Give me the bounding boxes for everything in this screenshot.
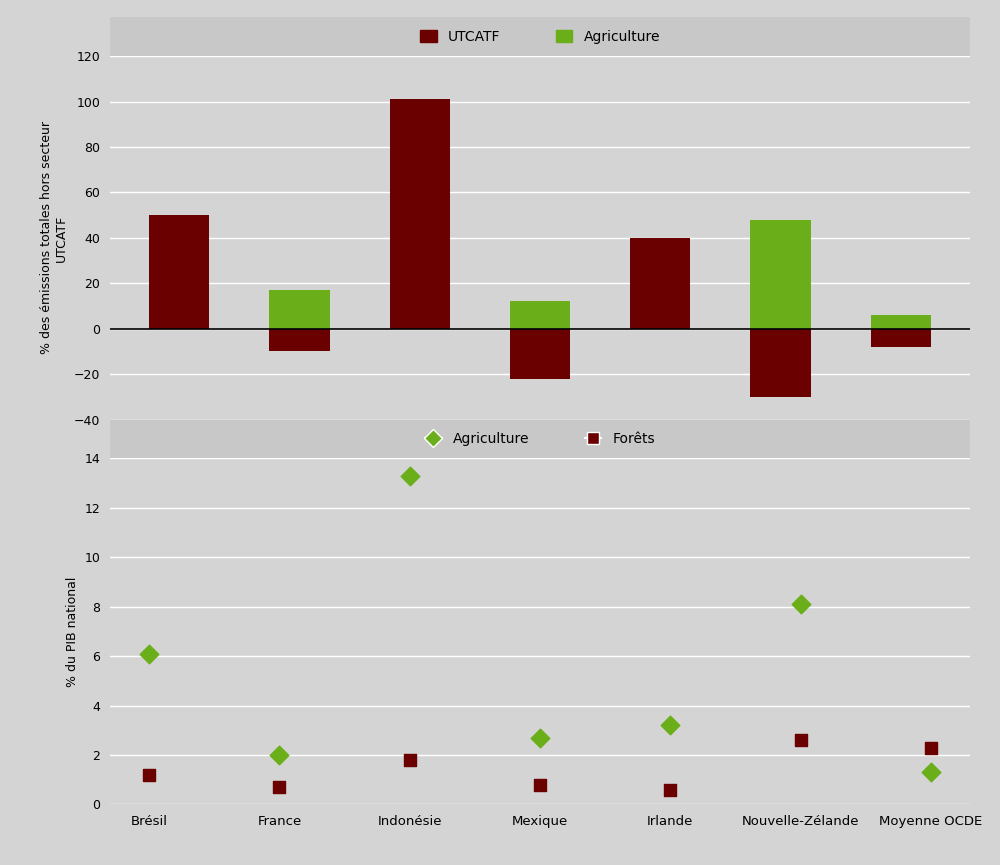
- Legend: UTCATF, Agriculture: UTCATF, Agriculture: [416, 26, 664, 48]
- Bar: [269, 290, 330, 329]
- Bar: [149, 256, 209, 329]
- Legend: Agriculture, Forêts: Agriculture, Forêts: [421, 428, 659, 450]
- Point: [532, 731, 548, 745]
- Point: [793, 598, 809, 612]
- Point: [923, 740, 939, 754]
- Point: [271, 748, 287, 762]
- Bar: [630, 238, 690, 329]
- Point: [923, 766, 939, 779]
- Point: [141, 768, 157, 782]
- Bar: [630, 259, 690, 329]
- Bar: [510, 329, 570, 379]
- Bar: [510, 301, 570, 329]
- Y-axis label: % du PIB national: % du PIB national: [66, 576, 79, 687]
- Point: [793, 734, 809, 747]
- Bar: [149, 215, 209, 329]
- Point: [141, 647, 157, 661]
- Bar: [269, 329, 330, 351]
- Bar: [750, 329, 811, 397]
- Point: [271, 780, 287, 794]
- Point: [532, 778, 548, 791]
- Bar: [871, 329, 931, 347]
- Point: [402, 753, 418, 767]
- Bar: [390, 301, 450, 329]
- Bar: [390, 99, 450, 329]
- Point: [662, 719, 678, 733]
- Point: [662, 783, 678, 797]
- Y-axis label: % des émissions totales hors secteur
UTCATF: % des émissions totales hors secteur UTC…: [40, 121, 68, 355]
- Point: [402, 469, 418, 483]
- Bar: [750, 220, 811, 329]
- Bar: [871, 315, 931, 329]
